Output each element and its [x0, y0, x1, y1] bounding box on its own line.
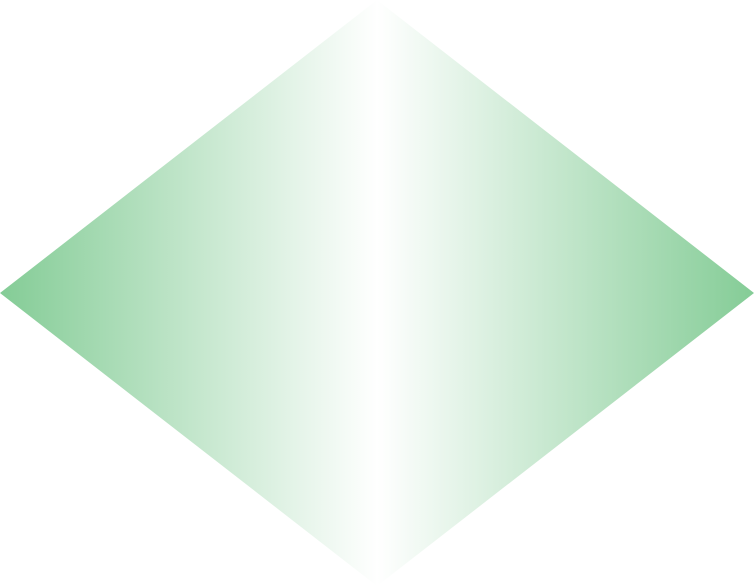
diamond-svg — [0, 0, 754, 586]
diamond-canvas — [0, 0, 754, 586]
green-gradient-diamond — [0, 0, 754, 586]
